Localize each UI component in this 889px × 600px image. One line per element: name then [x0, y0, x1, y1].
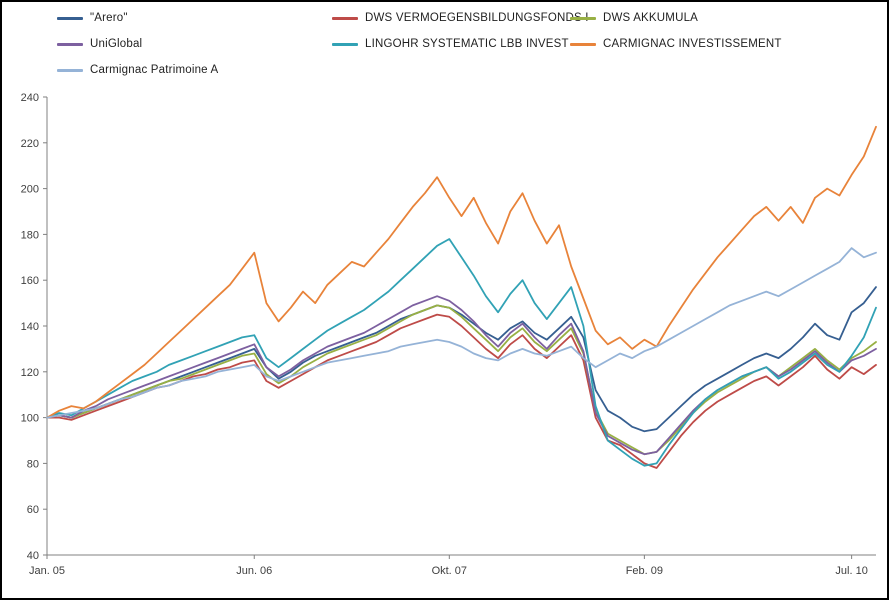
y-tick-label: 160 — [21, 275, 39, 287]
legend-line-marker — [57, 16, 83, 20]
legend-item-carmignac-investissement: CARMIGNAC INVESTISSEMENT — [570, 38, 782, 50]
y-tick-label: 120 — [21, 367, 39, 379]
series-line-uniglobal — [46, 295, 877, 456]
x-tick-label: Jan. 05 — [29, 565, 65, 577]
x-tick-label: Jun. 06 — [236, 565, 272, 577]
legend-label: DWS AKKUMULA — [603, 12, 699, 24]
y-tick-label: 140 — [21, 321, 39, 333]
y-tick-label: 200 — [21, 184, 39, 196]
legend-line-marker — [570, 16, 596, 20]
legend-line-marker — [332, 16, 358, 20]
y-tick-label: 60 — [27, 504, 39, 516]
series-line-carmignac-investissement — [46, 125, 877, 419]
legend-line-marker — [570, 42, 596, 46]
legend-label: UniGlobal — [90, 38, 143, 50]
legend-item-arero: "Arero" — [57, 12, 128, 24]
legend-line-marker — [332, 42, 358, 46]
series-line-dws-akkumula — [46, 304, 877, 456]
legend-item-dws-vermoegensbildungsfonds: DWS VERMOEGENSBILDUNGSFONDS I — [332, 12, 589, 24]
chart-legend: "Arero" DWS VERMOEGENSBILDUNGSFONDS I DWS … — [2, 2, 887, 92]
series-line-dws-vermoegensbildungsfonds-i — [46, 313, 877, 469]
legend-line-marker — [57, 68, 83, 72]
x-tick-label: Okt. 07 — [432, 565, 467, 577]
legend-label: DWS VERMOEGENSBILDUNGSFONDS I — [365, 12, 589, 24]
y-tick-label: 220 — [21, 138, 39, 150]
legend-line-marker — [57, 42, 83, 46]
series-line-lingohr-systematic-lbb-invest — [46, 238, 877, 467]
y-tick-label: 240 — [21, 92, 39, 104]
legend-label: LINGOHR SYSTEMATIC LBB INVEST — [365, 38, 569, 50]
y-tick-label: 180 — [21, 229, 39, 241]
legend-item-dws-akkumula: DWS AKKUMULA — [570, 12, 698, 24]
y-tick-label: 100 — [21, 413, 39, 425]
legend-label: "Arero" — [90, 12, 128, 24]
y-tick-label: 40 — [27, 550, 39, 562]
legend-item-carmignac-patrimoine: Carmignac Patrimoine A — [57, 64, 218, 76]
series-line-carmignac-patrimoine-a — [46, 247, 877, 419]
legend-item-lingohr-systematic: LINGOHR SYSTEMATIC LBB INVEST — [332, 38, 569, 50]
legend-item-uniglobal: UniGlobal — [57, 38, 142, 50]
legend-label: Carmignac Patrimoine A — [90, 64, 219, 76]
legend-label: CARMIGNAC INVESTISSEMENT — [603, 38, 782, 50]
series-line--arero- — [46, 286, 877, 433]
x-tick-label: Jul. 10 — [835, 565, 867, 577]
x-tick-label: Feb. 09 — [626, 565, 663, 577]
y-tick-label: 80 — [27, 458, 39, 470]
